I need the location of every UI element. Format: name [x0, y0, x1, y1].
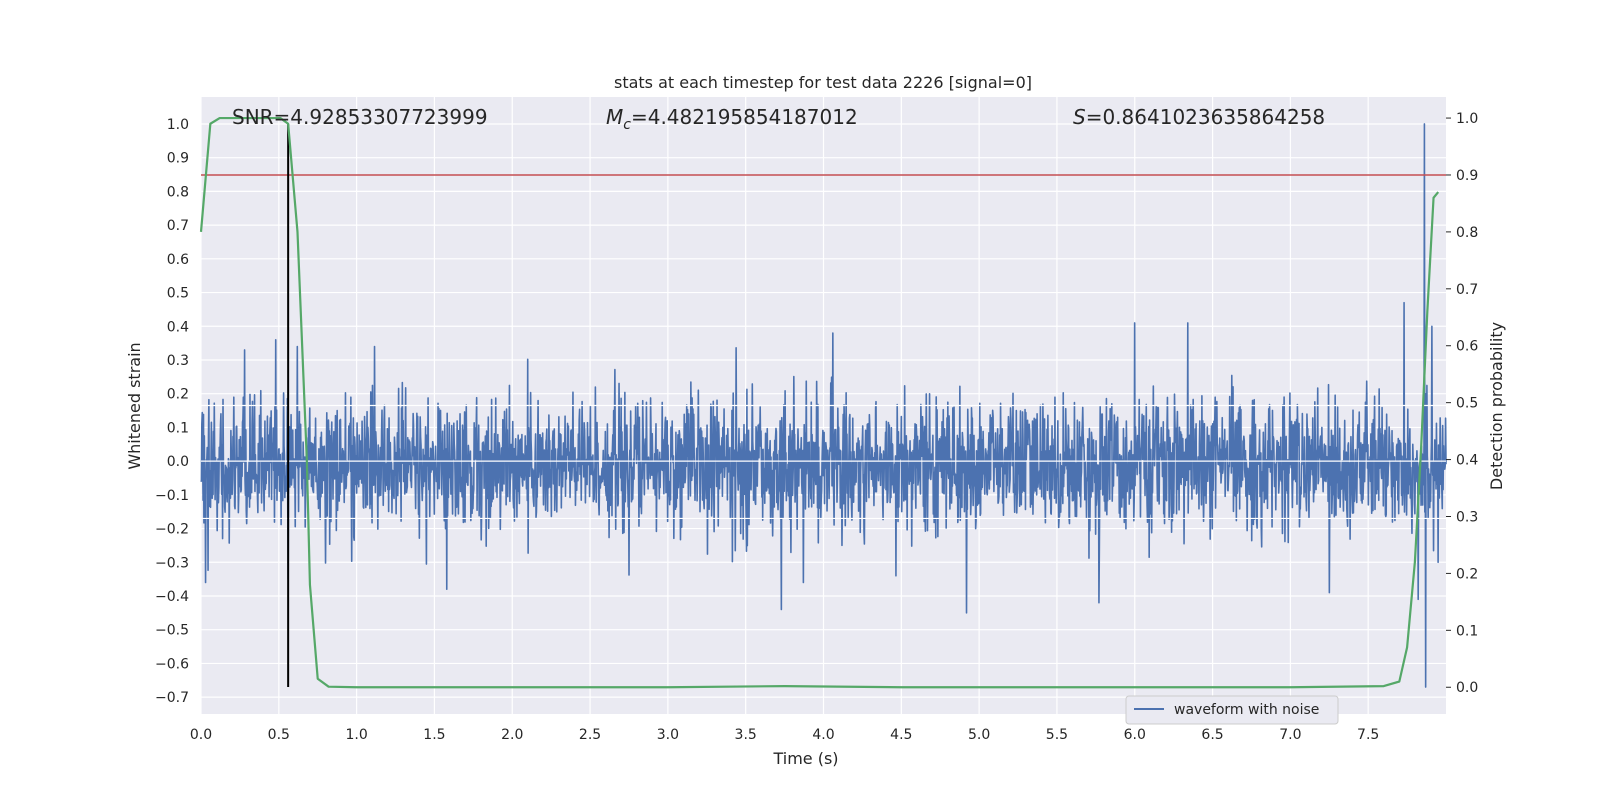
y-left-tick-label: 0.9 [167, 151, 189, 167]
x-tick-label: 3.5 [735, 727, 757, 743]
x-tick-label: 6.5 [1201, 727, 1223, 743]
y-right-tick-label: 0.8 [1456, 225, 1478, 241]
x-tick-label: 7.0 [1279, 727, 1301, 743]
y-left-tick-label: 0.1 [167, 420, 189, 436]
x-tick-label: 1.5 [423, 727, 445, 743]
annotation-s: S=0.8641023635864258 [1073, 105, 1325, 129]
y-left-tick-label: 0.7 [167, 218, 189, 234]
annotation-mc: Mc=4.482195854187012 [606, 105, 858, 133]
y-left-tick-label: −0.6 [155, 656, 189, 672]
x-tick-label: 0.5 [268, 727, 290, 743]
x-tick-label: 0.0 [190, 727, 212, 743]
y-right-tick-label: 0.4 [1456, 453, 1478, 469]
annotation-mc-symbol: M [606, 105, 623, 129]
y-right-tick-label: 0.3 [1456, 509, 1478, 525]
chart-title: stats at each timestep for test data 222… [614, 73, 1032, 92]
y-left-tick-label: −0.5 [155, 623, 189, 639]
x-tick-label: 3.0 [657, 727, 679, 743]
annotation-mc-subscript: c [623, 117, 631, 133]
x-tick-label: 5.0 [968, 727, 990, 743]
legend-frame [1125, 695, 1339, 725]
annotation-s-value: =0.8641023635864258 [1086, 105, 1325, 129]
y-left-tick-label: 0.5 [167, 286, 189, 302]
y-left-tick-label: −0.2 [155, 522, 189, 538]
x-tick-label: 2.0 [501, 727, 523, 743]
y-right-tick-label: 1.0 [1456, 111, 1478, 127]
waveform-with-noise-line [200, 123, 1447, 688]
x-tick-label: 1.0 [345, 727, 367, 743]
series-waveform-with-noise [200, 123, 1447, 688]
y-right-tick-label: 0.6 [1456, 339, 1478, 355]
x-tick-label: 2.5 [579, 727, 601, 743]
y-left-tick-label: 0.6 [167, 252, 189, 268]
x-axis-label: Time (s) [772, 749, 838, 768]
legend: waveform with noise [1125, 695, 1339, 725]
y-left-tick-label: −0.1 [155, 488, 189, 504]
detection-probability-line [199, 116, 1440, 689]
annotation-snr: SNR=4.92853307723999 [232, 105, 488, 129]
y-right-tick-label: 0.9 [1456, 168, 1478, 184]
annotation-s-symbol: S [1073, 105, 1086, 129]
y-left-tick-label: 0.3 [167, 353, 189, 369]
y-right-tick-label: 0.7 [1456, 282, 1478, 298]
y-axis-left-label: Whitened strain [125, 342, 144, 469]
y-right-tick-label: 0.0 [1456, 680, 1478, 696]
y-left-tick-label: 0.0 [167, 454, 189, 470]
y-left-tick-label: −0.4 [155, 589, 189, 605]
y-right-tick-label: 0.1 [1456, 623, 1478, 639]
overlays [199, 116, 1446, 689]
x-tick-label: 6.0 [1124, 727, 1146, 743]
annotation-mc-value: =4.482195854187012 [631, 105, 858, 129]
y-left-tick-label: 0.8 [167, 184, 189, 200]
y-axis-right-label: Detection probability [1487, 322, 1506, 490]
y-right-tick-label: 0.2 [1456, 566, 1478, 582]
axes: 0.0 0.5 1.0 1.5 2.0 2.5 3.0 3.5 4.0 4.5 5.0 5.5 6.0 6… [155, 111, 1478, 743]
x-tick-label: 4.0 [812, 727, 834, 743]
y-left-tick-label: 0.2 [167, 387, 189, 403]
legend-label-waveform: waveform with noise [1174, 702, 1319, 718]
x-tick-label: 7.5 [1357, 727, 1379, 743]
y-left-tick-label: 0.4 [167, 319, 189, 335]
y-left-tick-label: −0.3 [155, 555, 189, 571]
x-tick-label: 5.5 [1046, 727, 1068, 743]
x-tick-label: 4.5 [890, 727, 912, 743]
y-right-tick-label: 0.5 [1456, 396, 1478, 412]
y-left-tick-label: 1.0 [167, 117, 189, 133]
y-left-tick-label: −0.7 [155, 690, 189, 706]
